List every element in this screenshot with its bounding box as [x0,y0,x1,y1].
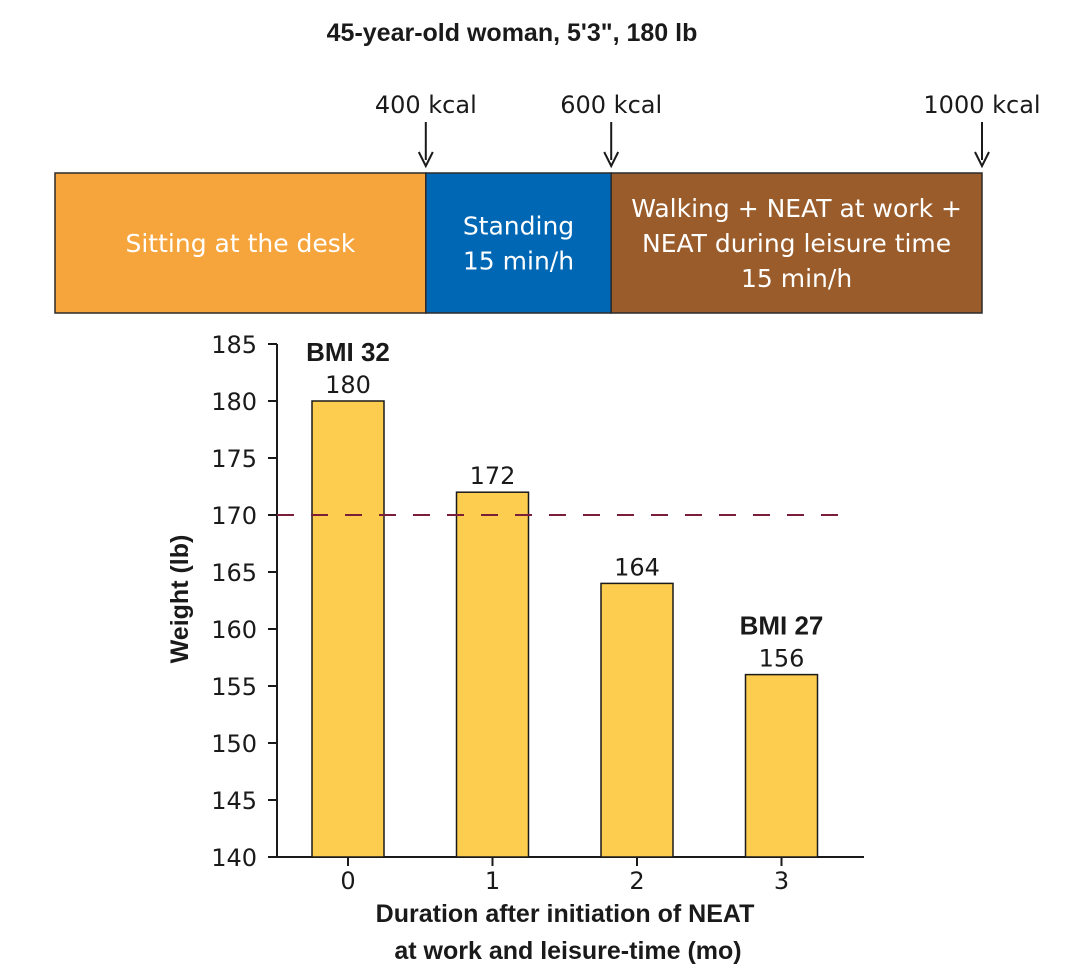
y-tick-label-160: 160 [211,616,257,644]
activity-segment-3-label-1: Walking + NEAT at work + [631,194,962,223]
activity-segment-3 [610,172,983,314]
kcal-marker-label-1: 400 kcal [375,91,477,119]
activity-segment-2 [425,172,612,314]
bar-2 [600,582,674,858]
y-tick-label-175: 175 [211,445,257,473]
bar-3 [744,673,819,858]
y-tick-label-155: 155 [211,673,257,701]
bar-value-label-3: 156 [759,645,805,673]
x-tick-label-3: 3 [774,867,789,895]
activity-segment-3-label-3: 15 min/h [741,264,852,293]
bmi-annotation-2: BMI 27 [740,611,824,641]
bar-value-label-0: 180 [325,371,371,399]
y-tick-label-185: 185 [211,331,257,359]
x-tick-label-1: 1 [485,867,500,895]
y-tick-label-150: 150 [211,730,257,758]
y-tick-label-180: 180 [211,388,257,416]
bar-value-label-1: 172 [470,462,516,490]
activity-segment-2-label-1: Standing [463,212,574,241]
activity-segment-3-label-2: NEAT during leisure time [642,229,951,258]
y-tick-label-140: 140 [211,844,257,872]
kcal-marker-label-3: 1000 kcal [923,91,1040,119]
kcal-marker-arrow-head-3 [974,151,990,169]
bar-value-label-2: 164 [614,553,660,581]
y-tick-label-170: 170 [211,502,257,530]
bar-0 [311,400,385,858]
activity-segment-1-label-1: Sitting at the desk [125,229,355,258]
x-axis-title-line-1: Duration after initiation of NEAT [376,900,755,928]
x-tick-label-2: 2 [629,867,644,895]
kcal-marker-arrow-head-2 [603,151,620,169]
x-tick-label-0: 0 [340,867,355,895]
activity-bar: Sitting at the desk Standing 15 min/h Walki… [54,91,1041,314]
kcal-marker-label-2: 600 kcal [560,91,662,119]
activity-segment-1 [54,172,427,314]
x-axis-title-line-2: at work and leisure-time (mo) [394,937,741,965]
bmi-annotation-1: BMI 32 [306,337,390,367]
activity-segment-2-label-2: 15 min/h [463,247,574,276]
y-axis-title: Weight (lb) [166,535,194,664]
figure-title: 45-year-old woman, 5'3", 180 lb [327,19,698,47]
kcal-marker-arrow-head-1 [417,151,434,169]
bar-1 [455,491,530,858]
y-tick-label-165: 165 [211,559,257,587]
y-tick-label-145: 145 [211,787,257,815]
bar-chart: 140 145 150 155 160 165 170 175 180 185 180 0 172 1 16… [211,331,864,895]
